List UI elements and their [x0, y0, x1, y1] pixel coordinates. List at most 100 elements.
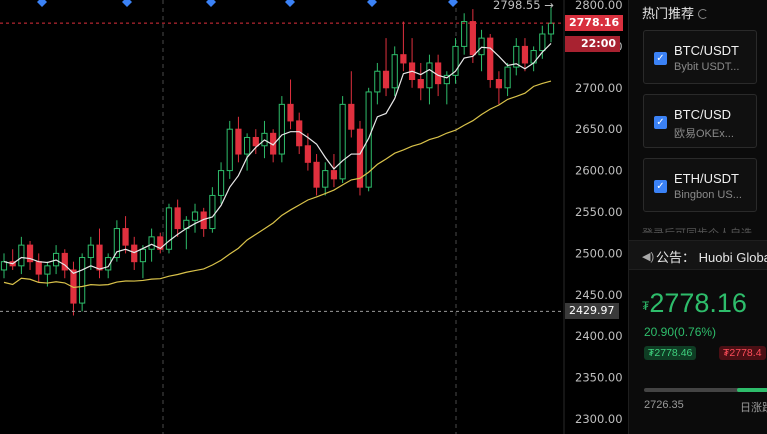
recommend-card-2[interactable]: ✓ BTC/USD 欧易OKEx... — [643, 94, 757, 148]
y-tick-label: 2700.00 — [575, 81, 623, 95]
candle-body — [504, 66, 511, 89]
candle-body — [105, 257, 112, 271]
announcement-text: Huobi Global — [698, 250, 767, 265]
sell-price-badge: ₮2778.4 — [719, 346, 766, 360]
candle-body — [287, 103, 294, 122]
buy-price-badge: ₮2778.46 — [644, 346, 697, 360]
ma-fast-line — [3, 42, 552, 274]
candle-body — [148, 236, 155, 250]
event-marker-icon — [122, 0, 132, 7]
candle-body — [478, 37, 485, 56]
daily-range-bar — [644, 388, 767, 392]
checkbox-checked-icon[interactable]: ✓ — [654, 52, 667, 65]
last-price: ₮2778.16 — [642, 288, 747, 319]
candle-body — [26, 244, 34, 263]
hot-recommend-title: 热门推荐 — [642, 3, 709, 22]
currency-symbol: ₮ — [642, 299, 650, 313]
candle-body — [495, 79, 503, 89]
candle-body — [217, 170, 225, 196]
candle-body — [313, 161, 320, 188]
refresh-icon[interactable] — [698, 9, 709, 19]
checkbox-checked-icon[interactable]: ✓ — [654, 180, 667, 193]
candle-body — [61, 252, 68, 271]
candle-body — [174, 207, 181, 230]
candle-body — [304, 145, 311, 163]
recommend-symbol: BTC/USDT — [674, 43, 739, 58]
candle-body — [35, 261, 42, 275]
candle-body — [443, 74, 450, 85]
candle-body — [391, 54, 398, 89]
y-tick-label: 2600.00 — [575, 164, 623, 178]
recommend-symbol: ETH/USDT — [674, 171, 739, 186]
recommend-card-3[interactable]: ✓ ETH/USDT Bingbon US... — [643, 158, 757, 212]
candle-body — [209, 194, 216, 230]
candle-body — [122, 228, 129, 246]
candle-body — [521, 45, 529, 64]
candle-body — [452, 45, 459, 76]
range-low-value: 2726.35 — [644, 399, 684, 411]
candlestick-chart-svg[interactable]: 2800.002750.002700.002650.002600.002550.… — [0, 0, 628, 434]
event-marker-icon — [448, 0, 458, 7]
candle-body — [400, 54, 407, 64]
current-price-tag: 2778.16 — [565, 15, 624, 31]
recommend-symbol: BTC/USD — [674, 107, 732, 122]
candle-body — [469, 21, 476, 56]
ma-slow-line — [3, 80, 552, 289]
candle-body — [244, 136, 251, 155]
candle-body — [539, 33, 546, 52]
candle-body — [165, 207, 173, 250]
side-panel: 热门推荐 ✓ BTC/USDT Bybit USDT... ✓ BTC/USD … — [628, 0, 767, 434]
y-tick-label: 2800.00 — [575, 0, 623, 12]
y-tick-label: 2550.00 — [575, 205, 623, 219]
candle-body — [157, 236, 164, 250]
event-marker-icon — [206, 0, 216, 7]
candle-body — [356, 128, 364, 188]
candle-body — [374, 70, 381, 93]
candle-body — [435, 62, 442, 85]
candle-body — [191, 211, 199, 221]
candle-body — [513, 45, 520, 68]
event-marker-icon — [367, 0, 377, 7]
candle-body — [44, 265, 51, 275]
daily-range-fill — [737, 388, 767, 392]
candle-body — [339, 103, 346, 180]
candle-body — [330, 170, 338, 180]
kline-chart[interactable]: 2800.002750.002700.002650.002600.002550.… — [0, 0, 628, 434]
checkbox-checked-icon[interactable]: ✓ — [654, 116, 667, 129]
candle-body — [365, 91, 372, 188]
recommend-exchange: Bybit USDT... — [674, 61, 740, 73]
candle-body — [235, 128, 242, 155]
candle-body — [322, 170, 329, 188]
candle-body — [461, 21, 468, 47]
candle-body — [547, 22, 555, 35]
candle-body — [278, 103, 285, 155]
y-tick-label: 2500.00 — [575, 246, 623, 260]
speaker-icon: ◀) — [642, 251, 655, 263]
recommend-card-1[interactable]: ✓ BTC/USDT Bybit USDT... — [643, 30, 757, 84]
price-change: 20.90(0.76%) — [644, 325, 717, 339]
range-label: 日涨跌 — [740, 402, 767, 414]
recommend-exchange: Bingbon US... — [674, 189, 742, 201]
candle-body — [417, 79, 424, 89]
candle-body — [252, 136, 259, 147]
candle-body — [487, 37, 494, 81]
candle-body — [382, 70, 390, 89]
candle-body — [96, 244, 103, 271]
crosshair-price-tag: 2429.97 — [565, 303, 619, 319]
last-price-value: 2778.16 — [649, 288, 747, 318]
countdown-tag: 22:00 — [565, 36, 621, 52]
candle-body — [131, 244, 138, 263]
candle-body — [426, 62, 433, 89]
candle-body — [79, 257, 86, 304]
announcement-bar[interactable]: ◀) 公告： Huobi Global — [629, 240, 767, 270]
y-tick-label: 2300.00 — [575, 412, 623, 426]
y-tick-label: 2650.00 — [575, 122, 623, 136]
candle-body — [0, 261, 8, 271]
hot-recommend-label: 热门推荐 — [642, 6, 695, 21]
y-tick-label: 2450.00 — [575, 288, 623, 302]
candle-body — [113, 228, 120, 259]
login-sync-hint: 登录后可同步个人自选 — [642, 225, 752, 233]
y-tick-label: 2350.00 — [575, 371, 623, 385]
candle-body — [226, 128, 233, 172]
candle-body — [18, 244, 25, 267]
